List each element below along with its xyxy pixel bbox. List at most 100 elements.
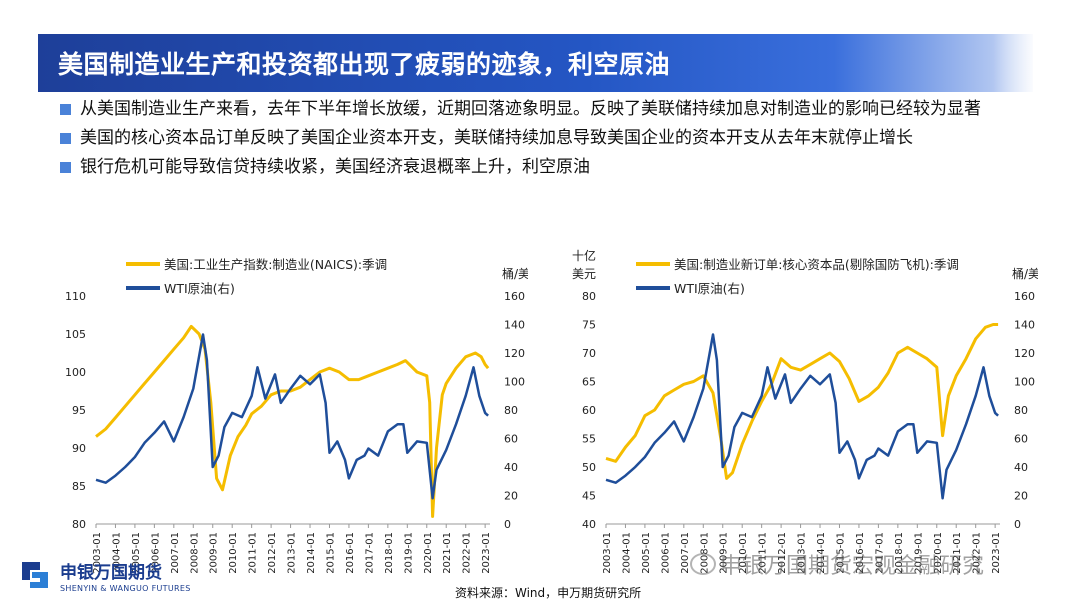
watermark-text: 申银万国期货宏观金融研究 — [720, 554, 985, 579]
logo-mark-icon — [22, 562, 48, 588]
title-bar: 美国制造业生产和投资都出现了疲弱的迹象，利空原油 — [38, 34, 1033, 92]
left-tick-label: 50 — [582, 461, 596, 474]
series-line-primary — [95, 324, 490, 518]
logo-cn-text: 申银万国期货 — [60, 563, 162, 583]
left-axis-label: 十亿 — [572, 248, 596, 263]
bullet-text: 银行危机可能导致信贷持续收紧，美国经济衰退概率上升，利空原油 — [80, 157, 590, 177]
left-tick-label: 45 — [582, 490, 596, 503]
title-bar-fade — [993, 34, 1033, 92]
series-line-primary — [605, 323, 999, 480]
x-tick-label: 2004-01 — [621, 532, 632, 574]
right-tick-label: 60 — [1014, 433, 1028, 446]
left-tick-label: 55 — [582, 433, 596, 446]
chart-industrial-production: 80 85 90 95 100 105 110 0 20 40 60 80 100 120 140 160 桶/… — [65, 257, 528, 574]
x-tick-label: 2012-01 — [777, 532, 788, 574]
x-tick-label: 2017-01 — [874, 532, 885, 574]
right-tick-label: 120 — [504, 347, 525, 360]
x-tick-label: 2011-01 — [248, 532, 259, 574]
left-tick-label: 100 — [65, 366, 86, 379]
right-tick-label: 20 — [504, 490, 518, 503]
left-tick-label: 105 — [65, 328, 86, 341]
right-tick-label: 20 — [1014, 490, 1028, 503]
right-tick-label: 140 — [504, 319, 525, 332]
x-tick-label: 2011-01 — [758, 532, 769, 574]
bullet-list: 从美国制造业生产来看，去年下半年增长放缓，近期回落迹象明显。反映了美联储持续加息… — [60, 100, 1020, 187]
x-tick-label: 2015-01 — [325, 532, 336, 574]
x-tick-label: 2012-01 — [267, 532, 278, 574]
logo-en-text: SHENYIN & WANGUO FUTURES — [60, 584, 191, 593]
legend-label: 美国:工业生产指数:制造业(NAICS):季调 — [164, 257, 387, 272]
x-tick-label: 2009-01 — [209, 532, 220, 574]
right-tick-label: 100 — [504, 376, 525, 389]
right-tick-label: 160 — [1014, 290, 1035, 303]
x-tick-label: 2005-01 — [641, 532, 652, 574]
x-tick-label: 2007-01 — [170, 532, 181, 574]
legend-label: 美国:制造业新订单:核心资本品(剔除国防飞机):季调 — [674, 257, 959, 272]
bullet-text: 从美国制造业生产来看，去年下半年增长放缓，近期回落迹象明显。反映了美联储持续加息… — [80, 99, 981, 119]
x-tick-label: 2003-01 — [92, 532, 103, 574]
x-tick-label: 2003-01 — [602, 532, 613, 574]
x-tick-label: 2010-01 — [228, 532, 239, 574]
x-tick-label: 2013-01 — [797, 532, 808, 574]
right-tick-label: 40 — [504, 461, 518, 474]
x-tick-label: 2023-01 — [991, 532, 1002, 574]
right-tick-label: 160 — [504, 290, 525, 303]
x-tick-label: 2016-01 — [855, 532, 866, 574]
x-tick-label: 2008-01 — [699, 532, 710, 574]
legend-label: WTI原油(右) — [674, 281, 745, 296]
left-tick-label: 80 — [582, 290, 596, 303]
bullet-square-icon — [60, 133, 71, 144]
left-tick-label: 95 — [72, 404, 86, 417]
x-tick-label: 2020-01 — [423, 532, 434, 574]
x-tick-label: 2017-01 — [364, 532, 375, 574]
right-tick-label: 100 — [1014, 376, 1035, 389]
bullet-item: 从美国制造业生产来看，去年下半年增长放缓，近期回落迹象明显。反映了美联储持续加息… — [60, 100, 1020, 119]
bullet-square-icon — [60, 162, 71, 173]
x-tick-label: 2016-01 — [345, 532, 356, 574]
right-tick-label: 80 — [504, 404, 518, 417]
right-axis-label: 桶/美元 — [1012, 266, 1038, 281]
right-tick-label: 80 — [1014, 404, 1028, 417]
source-note: 资料来源：Wind，申万期货研究所 — [455, 586, 642, 600]
x-tick-label: 2020-01 — [933, 532, 944, 574]
x-tick-label: 2018-01 — [894, 532, 905, 574]
x-tick-label: 2021-01 — [442, 532, 453, 574]
left-tick-label: 60 — [582, 404, 596, 417]
left-axis-label: 美元 — [572, 267, 596, 281]
bullet-item: 银行危机可能导致信贷持续收紧，美国经济衰退概率上升，利空原油 — [60, 158, 1020, 177]
x-tick-label: 2010-01 — [738, 532, 749, 574]
series-line-wti — [95, 333, 489, 500]
bullet-square-icon — [60, 104, 71, 115]
right-tick-label: 0 — [504, 518, 511, 531]
x-tick-label: 2023-01 — [481, 532, 492, 574]
watermark: 申银万国期货宏观金融研究 — [690, 548, 984, 580]
x-tick-label: 2014-01 — [816, 532, 827, 574]
x-tick-label: 2019-01 — [913, 532, 924, 574]
x-tick-label: 2007-01 — [680, 532, 691, 574]
x-tick-label: 2015-01 — [835, 532, 846, 574]
left-tick-label: 85 — [72, 480, 86, 493]
x-tick-label: 2018-01 — [384, 532, 395, 574]
left-tick-label: 90 — [72, 442, 86, 455]
left-tick-label: 65 — [582, 376, 596, 389]
wechat-icon — [690, 553, 716, 575]
x-tick-label: 2006-01 — [150, 532, 161, 574]
chart-core-capital-orders: 40 45 50 55 60 65 70 75 80 0 20 40 60 80 100 120 140 160 十… — [572, 248, 1038, 574]
x-tick-label: 2014-01 — [306, 532, 317, 574]
right-tick-label: 0 — [1014, 518, 1021, 531]
x-tick-label: 2005-01 — [131, 532, 142, 574]
x-tick-label: 2006-01 — [660, 532, 671, 574]
company-logo: 申银万国期货 SHENYIN & WANGUO FUTURES — [18, 552, 198, 602]
x-tick-label: 2022-01 — [462, 532, 473, 574]
right-tick-label: 60 — [504, 433, 518, 446]
x-tick-label: 2009-01 — [719, 532, 730, 574]
left-tick-label: 80 — [72, 518, 86, 531]
x-tick-label: 2013-01 — [287, 532, 298, 574]
right-tick-label: 140 — [1014, 319, 1035, 332]
left-tick-label: 110 — [65, 290, 86, 303]
left-tick-label: 40 — [582, 518, 596, 531]
x-tick-label: 2022-01 — [972, 532, 983, 574]
right-tick-label: 120 — [1014, 347, 1035, 360]
left-tick-label: 75 — [582, 319, 596, 332]
x-tick-label: 2008-01 — [189, 532, 200, 574]
